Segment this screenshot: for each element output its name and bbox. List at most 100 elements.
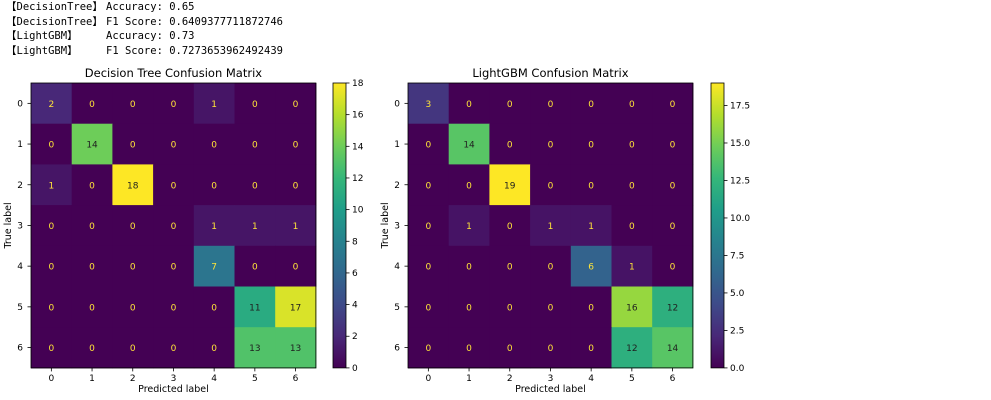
- colorbar-tick-label: 7.5: [730, 251, 744, 261]
- console-output: 【DecisionTree】 Accuracy: 0.65 【DecisionTr…: [6, 0, 283, 58]
- heatmap-cell: [234, 123, 276, 165]
- log-text: F1 Score: 0.7273653962492439: [106, 44, 284, 57]
- x-tick-label: 3: [171, 374, 177, 384]
- x-tick-label: 3: [548, 374, 554, 384]
- heatmap-cell: [530, 245, 572, 287]
- x-tick-label: 1: [89, 374, 95, 384]
- cell-value-label: 0: [252, 181, 258, 191]
- colorbar: [332, 82, 347, 369]
- cell-value-label: 0: [548, 100, 554, 110]
- chart-title: Decision Tree Confusion Matrix: [85, 66, 262, 80]
- cell-value-label: 0: [211, 181, 217, 191]
- heatmap-cell: [112, 83, 154, 125]
- cell-value-label: 0: [252, 100, 258, 110]
- log-text: Accuracy: 0.65: [106, 1, 195, 13]
- cell-value-label: 0: [507, 344, 513, 354]
- colorbar-tick-label: 12.5: [730, 176, 750, 186]
- heatmap-cell: [489, 245, 531, 287]
- cell-value-label: 16: [626, 303, 638, 313]
- cell-value-label: 0: [89, 100, 95, 110]
- heatmap-cell: [193, 245, 235, 287]
- heatmap-cell: [611, 123, 653, 165]
- heatmap-cell: [71, 245, 113, 287]
- heatmap-cell: [570, 83, 612, 125]
- cell-value-label: 0: [48, 222, 54, 232]
- heatmap-cell: [530, 286, 572, 328]
- heatmap-cell: [408, 123, 450, 165]
- cell-value-label: 17: [290, 303, 301, 313]
- log-tag: 【DecisionTree】: [6, 1, 103, 13]
- x-axis-label: Predicted label: [138, 384, 209, 395]
- heatmap-cell: [71, 164, 113, 206]
- cell-value-label: 13: [290, 344, 301, 354]
- heatmap-cell: [570, 327, 612, 369]
- cell-value-label: 0: [425, 344, 431, 354]
- heatmap-cell: [570, 286, 612, 328]
- cell-value-label: 0: [293, 181, 299, 191]
- cell-value-label: 0: [171, 100, 177, 110]
- cell-value-label: 7: [211, 263, 217, 273]
- cell-value-label: 0: [466, 303, 472, 313]
- heatmap-cell: [408, 286, 450, 328]
- cell-value-label: 1: [211, 100, 217, 110]
- heatmap-cell: [408, 245, 450, 287]
- heatmap-cell: [489, 327, 531, 369]
- heatmap-cell: [234, 205, 276, 247]
- colorbar-tick-label: 17.5: [730, 101, 750, 111]
- cell-value-label: 0: [171, 222, 177, 232]
- heatmap-cell: [489, 164, 531, 206]
- heatmap-cell: [153, 164, 195, 206]
- heatmap-cell: [153, 123, 195, 165]
- x-tick-label: 5: [629, 374, 635, 384]
- colorbar-tick-label: 10: [352, 206, 364, 216]
- heatmap-cell: [652, 286, 694, 328]
- cell-value-label: 0: [171, 303, 177, 313]
- cell-value-label: 0: [211, 303, 217, 313]
- y-tick-label: 3: [394, 221, 400, 231]
- cell-value-label: 2: [48, 100, 54, 110]
- colorbar-tick-label: 18: [352, 79, 364, 89]
- heatmap-cell: [652, 327, 694, 369]
- heatmap-cell: [31, 245, 73, 287]
- heatmap-cell: [611, 83, 653, 125]
- y-tick-label: 2: [17, 181, 23, 191]
- cell-value-label: 0: [670, 181, 676, 191]
- cell-value-label: 0: [466, 181, 472, 191]
- cell-value-label: 0: [588, 344, 594, 354]
- log-line: 【LightGBM】 Accuracy: 0.73: [6, 29, 283, 44]
- cell-value-label: 0: [548, 141, 554, 151]
- heatmap-cell: [652, 123, 694, 165]
- cell-value-label: 0: [548, 303, 554, 313]
- heatmap-cell: [530, 123, 572, 165]
- heatmap-cell: [234, 327, 276, 369]
- cell-value-label: 0: [425, 303, 431, 313]
- x-tick-label: 4: [211, 374, 217, 384]
- heatmap-cell: [489, 83, 531, 125]
- cell-value-label: 3: [425, 100, 431, 110]
- cell-value-label: 14: [86, 141, 98, 151]
- cell-value-label: 1: [629, 263, 635, 273]
- colorbar-tick-label: 12: [352, 174, 363, 184]
- heatmap-cell: [652, 205, 694, 247]
- cell-value-label: 0: [548, 263, 554, 273]
- heatmap-cell: [448, 327, 490, 369]
- heatmap-cell: [193, 83, 235, 125]
- cell-value-label: 0: [629, 222, 635, 232]
- cell-value-label: 0: [466, 100, 472, 110]
- colorbar-tick-label: 14: [352, 142, 364, 152]
- log-text: Accuracy: 0.73: [106, 30, 195, 42]
- cell-value-label: 0: [466, 344, 472, 354]
- colorbar-tick-label: 0.0: [730, 364, 745, 374]
- heatmap-cell: [611, 245, 653, 287]
- x-tick-label: 2: [507, 374, 513, 384]
- heatmap-cell: [31, 327, 73, 369]
- cell-value-label: 0: [89, 263, 95, 273]
- y-tick-label: 3: [17, 221, 23, 231]
- y-tick-label: 4: [17, 262, 23, 272]
- y-tick-label: 0: [394, 99, 400, 109]
- x-tick-label: 6: [670, 374, 676, 384]
- heatmap-cell: [611, 164, 653, 206]
- cell-value-label: 0: [588, 303, 594, 313]
- cell-value-label: 11: [249, 303, 260, 313]
- heatmap-cell: [530, 83, 572, 125]
